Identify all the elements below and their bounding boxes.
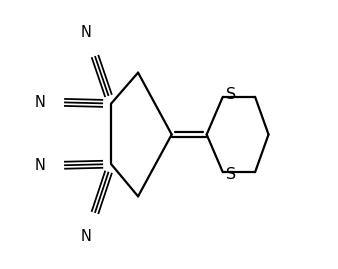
Text: N: N [81, 25, 92, 40]
Text: S: S [226, 167, 236, 182]
Text: S: S [226, 87, 236, 102]
Text: N: N [35, 95, 46, 110]
Text: N: N [81, 229, 92, 244]
Text: N: N [35, 158, 46, 173]
